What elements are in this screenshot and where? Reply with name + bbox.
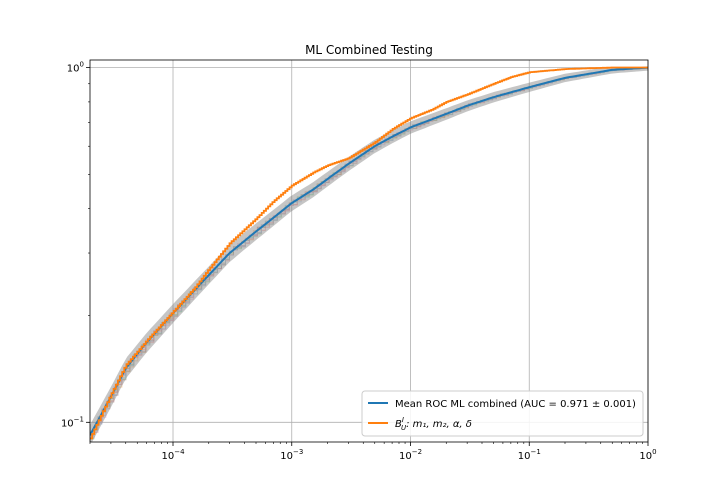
legend-bui-sup: I	[402, 416, 404, 424]
fold-roc-curve-1	[90, 67, 648, 434]
fold-roc-curve-4	[90, 67, 648, 435]
legend-label-mean-roc: Mean ROC ML combined (AUC = 0.971 ± 0.00…	[395, 399, 636, 410]
bui-roc-curve	[90, 66, 648, 440]
legend-bui-rest: : m₁, m₂, α, δ	[406, 419, 472, 430]
x-tick-exponent-3: −1	[530, 448, 540, 456]
y-tick-base-1: 10	[67, 64, 80, 75]
x-tick-exponent-1: −3	[293, 448, 303, 456]
fold-roc-curve-2	[90, 67, 648, 440]
legend-bui-sub: U	[401, 424, 406, 432]
fold-roc-curve-3	[90, 67, 648, 439]
x-tick-exponent-0: −4	[174, 448, 185, 456]
mean-roc-line	[90, 66, 648, 436]
x-tick-base-0: 10	[161, 451, 174, 462]
plot-series	[90, 66, 648, 442]
x-tick-label-1: 10−3	[280, 448, 303, 462]
legend-bui-base: B	[395, 419, 402, 430]
mean-roc-std-band	[90, 67, 648, 442]
legend: Mean ROC ML combined (AUC = 0.971 ± 0.00…	[361, 390, 644, 437]
x-tick-exponent-4: 0	[652, 448, 656, 456]
x-tick-label-2: 10−2	[399, 448, 422, 462]
fold-roc-curve-7	[90, 67, 648, 436]
y-tick-exponent-1: 0	[80, 61, 84, 69]
fold-roc-curve-0	[90, 67, 648, 436]
x-tick-exponent-2: −2	[412, 448, 422, 456]
chart-title: ML Combined Testing	[305, 43, 433, 57]
x-tick-label-4: 100	[639, 448, 656, 462]
x-tick-base-3: 10	[518, 451, 531, 462]
fold-roc-curve-6	[90, 67, 648, 434]
y-tick-label-0: 10−1	[61, 415, 84, 429]
x-tick-base-2: 10	[399, 451, 412, 462]
x-tick-label-3: 10−1	[518, 448, 541, 462]
y-tick-label-1: 100	[67, 61, 84, 75]
y-tick-base-0: 10	[61, 418, 74, 429]
x-tick-base-1: 10	[280, 451, 293, 462]
y-tick-exponent-0: −1	[74, 415, 84, 423]
x-tick-base-4: 10	[639, 451, 652, 462]
legend-box	[361, 390, 644, 437]
fold-roc-curve-5	[90, 67, 648, 433]
plot-frame	[89, 59, 649, 443]
legend-label-bui: BI U: m₁, m₂, α, δ	[395, 416, 472, 432]
x-tick-label-0: 10−4	[161, 448, 185, 462]
